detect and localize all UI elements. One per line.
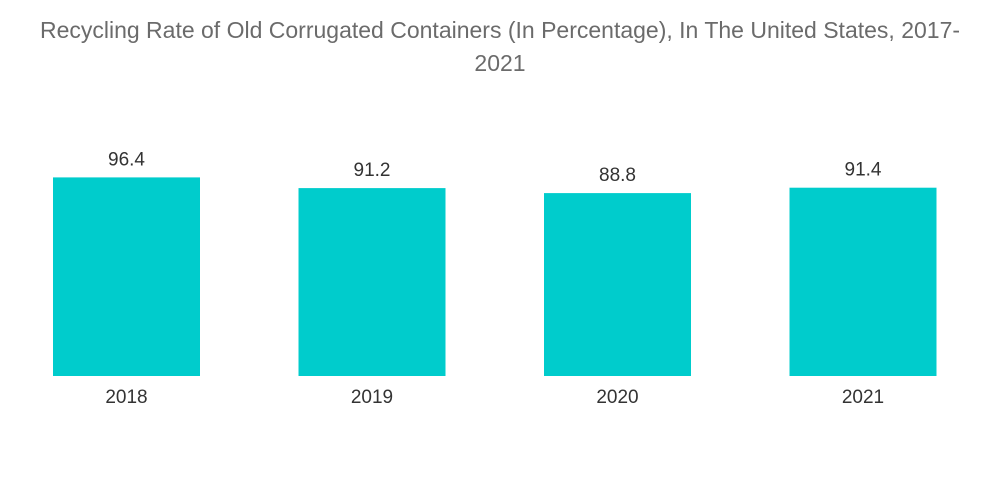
chart-title-line-1: Recycling Rate of Old Corrugated Contain… [39, 17, 961, 43]
x-tick-label-2020: 2020 [596, 387, 638, 408]
x-tick-label-2019: 2019 [351, 387, 393, 408]
x-tick-label-2021: 2021 [842, 387, 884, 408]
x-tick-label-2018: 2018 [105, 387, 147, 408]
value-label-2018: 96.4 [108, 149, 145, 170]
value-label-2019: 91.2 [354, 160, 391, 181]
value-label-2021: 91.4 [845, 160, 882, 181]
bar-2020 [544, 193, 691, 376]
chart-title: Recycling Rate of Old Corrugated Contain… [0, 14, 1000, 80]
bar-2021 [789, 187, 937, 376]
value-labels-group: 96.4 91.2 88.8 91.4 [108, 149, 882, 186]
chart-title-line-2: 2021 [474, 50, 526, 76]
bars-group [53, 177, 937, 376]
value-label-2020: 88.8 [599, 165, 636, 186]
bar-2018 [53, 177, 200, 376]
bar-2019 [298, 188, 446, 376]
x-tick-labels-group: 2018 2019 2020 2021 [105, 387, 884, 408]
